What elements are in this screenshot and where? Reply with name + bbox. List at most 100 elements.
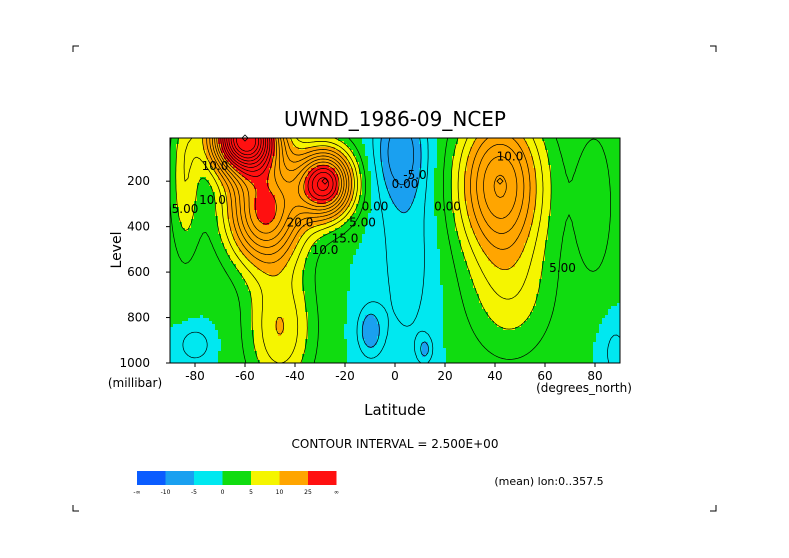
contour-cell [368,156,372,160]
contour-cell [197,237,201,241]
contour-cell [227,192,231,196]
contour-cell [209,222,213,226]
contour-cell [272,348,276,352]
contour-cell [209,360,213,364]
contour-cell [233,198,237,202]
contour-cell [293,315,297,319]
contour-cell [236,201,240,205]
contour-cell [263,150,267,154]
contour-cell [218,159,222,163]
contour-cell [353,276,357,280]
contour-cell [212,219,216,223]
contour-cell [281,345,285,349]
contour-cell [254,159,258,163]
contour-cell [311,213,315,217]
contour-cell [287,309,291,313]
contour-cell [263,306,267,310]
contour-cell [365,258,369,262]
contour-cell [200,285,204,289]
contour-cell [212,264,216,268]
contour-cell [170,360,174,364]
contour-cell [326,144,330,148]
contour-cell [332,174,336,178]
contour-cell [215,333,219,337]
contour-cell [251,336,255,340]
contour-cell [365,288,369,292]
contour-cell [329,222,333,226]
contour-cell [281,228,285,232]
contour-cell [287,192,291,196]
contour-cell [185,168,189,172]
contour-cell [332,225,336,229]
contour-cell [323,285,327,289]
contour-cell [296,267,300,271]
contour-cell [302,357,306,361]
contour-cell [356,174,360,178]
contour-cell [353,231,357,235]
contour-cell [290,249,294,253]
contour-cell [248,213,252,217]
contour-cell [254,345,258,349]
contour-cell [176,360,180,364]
contour-cell [179,336,183,340]
contour-cell [191,177,195,181]
contour-cell [359,315,363,319]
contour-cell [302,312,306,316]
contour-cell [212,297,216,301]
contour-cell [221,189,225,193]
contour-cell [311,159,315,163]
contour-cell [332,252,336,256]
contour-cell [230,294,234,298]
contour-cell [263,249,267,253]
contour-cell [260,210,264,214]
contour-cell [362,234,366,238]
contour-cell [191,270,195,274]
contour-cell [209,315,213,319]
contour-cell [329,204,333,208]
contour-cell [335,276,339,280]
contour-cell [173,246,177,250]
contour-cell [227,159,231,163]
contour-cell [302,282,306,286]
contour-cell [299,282,303,286]
contour-cell [194,183,198,187]
contour-cell [242,168,246,172]
contour-cell [272,246,276,250]
contour-cell [284,192,288,196]
contour-cell [182,300,186,304]
contour-cell [305,291,309,295]
contour-cell [347,303,351,307]
contour-cell [290,318,294,322]
contour-cell [341,231,345,235]
contour-cell [356,330,360,334]
contour-cell [239,309,243,313]
contour-cell [233,285,237,289]
contour-cell [296,348,300,352]
contour-cell [284,177,288,181]
contour-cell [365,318,369,322]
contour-cell [269,246,273,250]
contour-cell [320,327,324,331]
contour-cell [260,249,264,253]
contour-cell [278,174,282,178]
contour-cell [329,261,333,265]
contour-cell [239,351,243,355]
contour-cell [206,339,210,343]
contour-cell [221,318,225,322]
contour-cell [365,351,369,355]
contour-cell [335,285,339,289]
contour-cell [242,333,246,337]
contour-cell [287,306,291,310]
contour-cell [224,300,228,304]
contour-cell [197,207,201,211]
contour-cell [365,312,369,316]
contour-cell [275,165,279,169]
contour-cell [356,252,360,256]
contour-cell [218,258,222,262]
contour-cell [269,315,273,319]
contour-cell [260,333,264,337]
contour-cell [368,246,372,250]
contour-cell [269,267,273,271]
contour-cell [236,162,240,166]
contour-cell [251,198,255,202]
